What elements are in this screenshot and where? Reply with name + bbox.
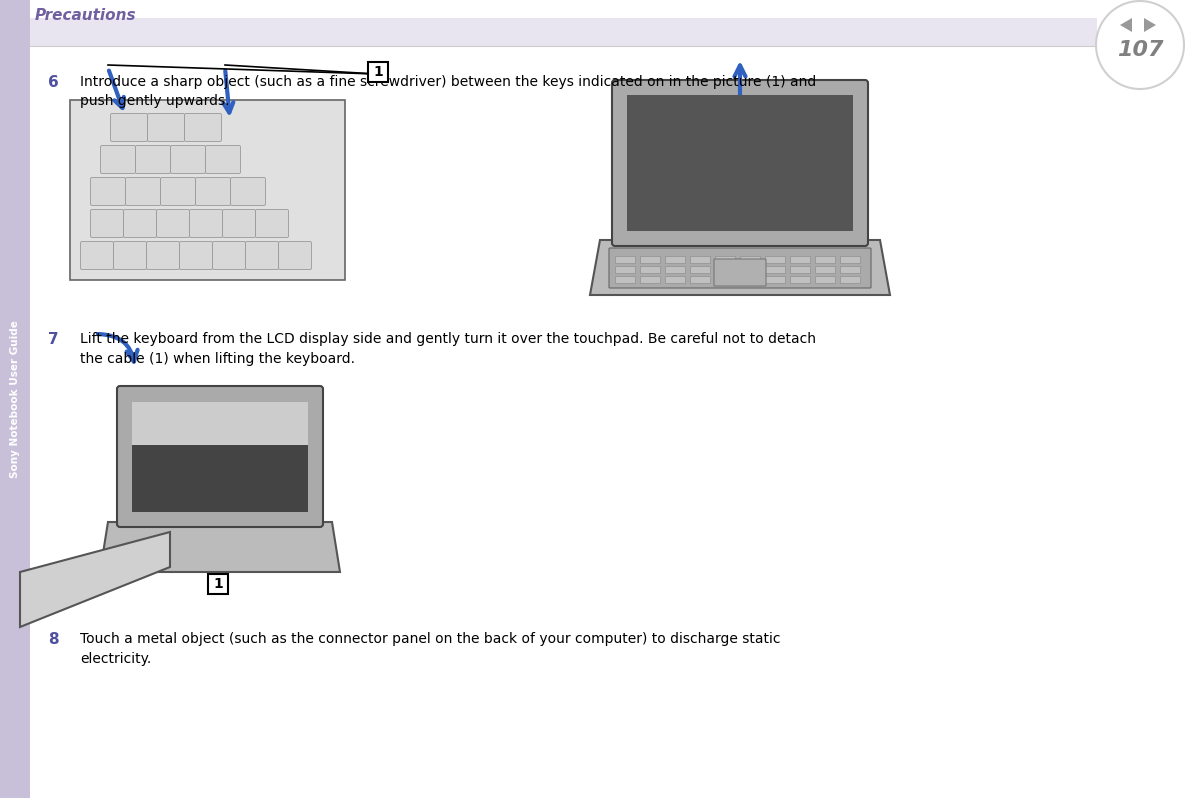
FancyBboxPatch shape (190, 210, 223, 238)
Text: Sony Notebook User Guide: Sony Notebook User Guide (9, 320, 20, 478)
Bar (840, 256, 860, 263)
FancyBboxPatch shape (205, 145, 241, 173)
Bar (615, 256, 635, 263)
FancyBboxPatch shape (209, 574, 228, 594)
FancyBboxPatch shape (156, 210, 190, 238)
Text: 1: 1 (213, 577, 223, 591)
Polygon shape (100, 522, 340, 572)
Bar (815, 266, 835, 273)
Bar (665, 266, 685, 273)
Bar (766, 266, 784, 273)
FancyBboxPatch shape (611, 80, 867, 246)
FancyBboxPatch shape (212, 242, 245, 270)
FancyBboxPatch shape (81, 242, 114, 270)
Text: 1: 1 (373, 65, 383, 79)
FancyBboxPatch shape (114, 242, 147, 270)
Bar (766, 256, 784, 263)
FancyBboxPatch shape (123, 210, 156, 238)
Bar (690, 256, 710, 263)
FancyBboxPatch shape (147, 242, 179, 270)
FancyBboxPatch shape (90, 177, 126, 206)
Text: 7: 7 (49, 332, 58, 347)
Polygon shape (20, 532, 169, 627)
Bar (840, 276, 860, 283)
Bar (30, 18, 1097, 46)
Circle shape (1096, 1, 1184, 89)
FancyBboxPatch shape (147, 113, 185, 141)
FancyBboxPatch shape (278, 242, 312, 270)
Bar (739, 256, 760, 263)
FancyBboxPatch shape (609, 248, 871, 288)
Bar (715, 256, 735, 263)
FancyBboxPatch shape (245, 242, 278, 270)
FancyBboxPatch shape (196, 177, 231, 206)
FancyBboxPatch shape (223, 210, 256, 238)
Bar (840, 266, 860, 273)
Bar (627, 95, 853, 231)
Text: 8: 8 (49, 632, 58, 647)
Text: 107: 107 (1116, 40, 1164, 60)
FancyBboxPatch shape (101, 145, 135, 173)
Bar (640, 266, 660, 273)
FancyBboxPatch shape (185, 113, 222, 141)
Bar (766, 276, 784, 283)
Text: Introduce a sharp object (such as a fine screwdriver) between the keys indicated: Introduce a sharp object (such as a fine… (81, 75, 816, 109)
Bar (132, 445, 308, 512)
FancyBboxPatch shape (90, 210, 123, 238)
Bar (665, 256, 685, 263)
Bar (615, 266, 635, 273)
Bar (715, 266, 735, 273)
FancyBboxPatch shape (256, 210, 288, 238)
Bar (790, 276, 811, 283)
FancyBboxPatch shape (117, 386, 324, 527)
Text: Touch a metal object (such as the connector panel on the back of your computer) : Touch a metal object (such as the connec… (81, 632, 781, 666)
Bar (790, 266, 811, 273)
FancyBboxPatch shape (126, 177, 160, 206)
FancyBboxPatch shape (110, 113, 147, 141)
Bar (815, 256, 835, 263)
Text: Precautions: Precautions (36, 8, 136, 23)
Bar (690, 266, 710, 273)
Bar (70, 100, 345, 280)
Bar (739, 266, 760, 273)
Polygon shape (1144, 18, 1157, 32)
Polygon shape (1120, 18, 1132, 32)
FancyBboxPatch shape (179, 242, 212, 270)
FancyBboxPatch shape (160, 177, 196, 206)
Bar (815, 276, 835, 283)
Bar (640, 256, 660, 263)
FancyBboxPatch shape (231, 177, 265, 206)
Bar (640, 276, 660, 283)
Text: Lift the keyboard from the LCD display side and gently turn it over the touchpad: Lift the keyboard from the LCD display s… (81, 332, 816, 365)
Bar (690, 276, 710, 283)
Bar (132, 402, 308, 457)
FancyBboxPatch shape (715, 259, 766, 286)
Bar (615, 276, 635, 283)
Bar (665, 276, 685, 283)
FancyBboxPatch shape (171, 145, 205, 173)
Bar (715, 276, 735, 283)
Bar (0, 0, 30, 798)
FancyBboxPatch shape (369, 62, 387, 82)
Polygon shape (590, 240, 890, 295)
FancyBboxPatch shape (135, 145, 171, 173)
Bar (790, 256, 811, 263)
Bar (739, 276, 760, 283)
Text: 6: 6 (49, 75, 59, 90)
